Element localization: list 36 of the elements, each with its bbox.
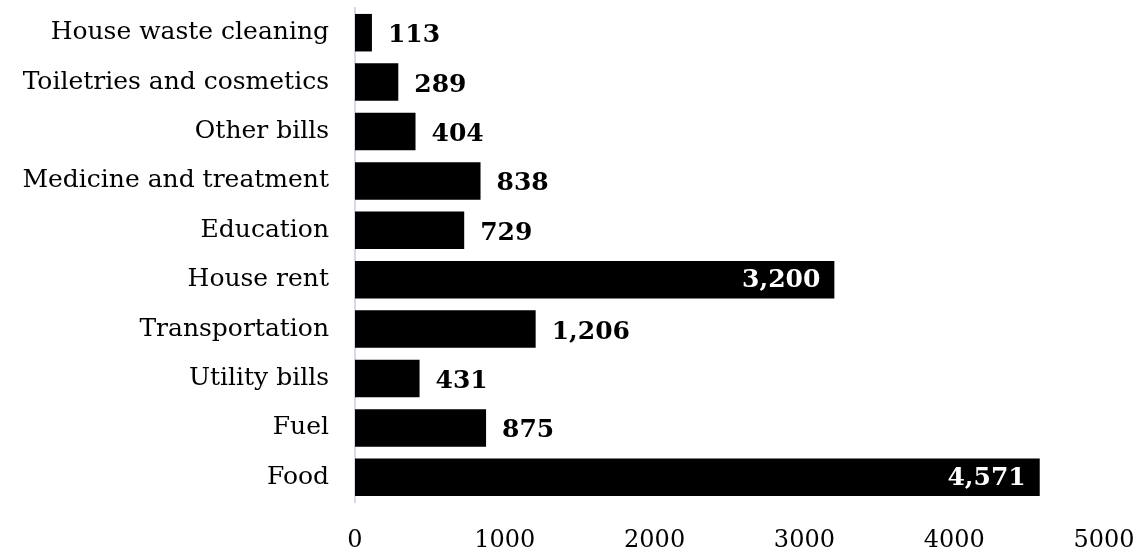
y-tick-label: Transportation — [139, 312, 329, 342]
x-tick-label: 5000 — [1073, 524, 1135, 552]
y-tick-label: Food — [266, 460, 329, 490]
data-label: 431 — [435, 365, 488, 394]
y-tick-label: House waste cleaning — [50, 16, 329, 46]
data-label: 838 — [496, 167, 549, 197]
x-tick-label: 1000 — [474, 524, 536, 552]
data-label: 289 — [414, 68, 467, 98]
bar — [355, 13, 372, 52]
x-tick-label: 0 — [347, 524, 363, 552]
y-tick-label: Other bills — [194, 115, 329, 144]
y-tick-label: Fuel — [272, 411, 329, 441]
y-tick-label: Education — [200, 213, 329, 243]
bar — [355, 112, 416, 151]
bar — [355, 260, 835, 299]
bar — [355, 310, 536, 348]
data-label: 729 — [480, 216, 533, 246]
y-tick-label: Utility bills — [188, 362, 329, 391]
bar — [355, 409, 487, 447]
bar — [355, 162, 481, 200]
data-label: 4,571 — [947, 461, 1026, 491]
bar — [355, 359, 420, 398]
data-label: 3,200 — [742, 264, 821, 294]
x-tick-label: 3000 — [773, 524, 835, 552]
data-label: 113 — [387, 19, 441, 49]
data-label: 875 — [502, 414, 555, 444]
y-tick-label: House rent — [187, 263, 329, 293]
bar — [355, 458, 1040, 497]
bar — [355, 211, 465, 250]
y-tick-label: Toiletries and cosmetics — [22, 65, 329, 95]
bar — [355, 63, 399, 101]
data-label: 1,206 — [551, 315, 630, 345]
x-tick-label: 2000 — [624, 524, 686, 552]
x-tick-label: 4000 — [923, 524, 985, 552]
data-label: 404 — [431, 118, 484, 147]
y-tick-label: Medicine and treatment — [22, 164, 329, 194]
